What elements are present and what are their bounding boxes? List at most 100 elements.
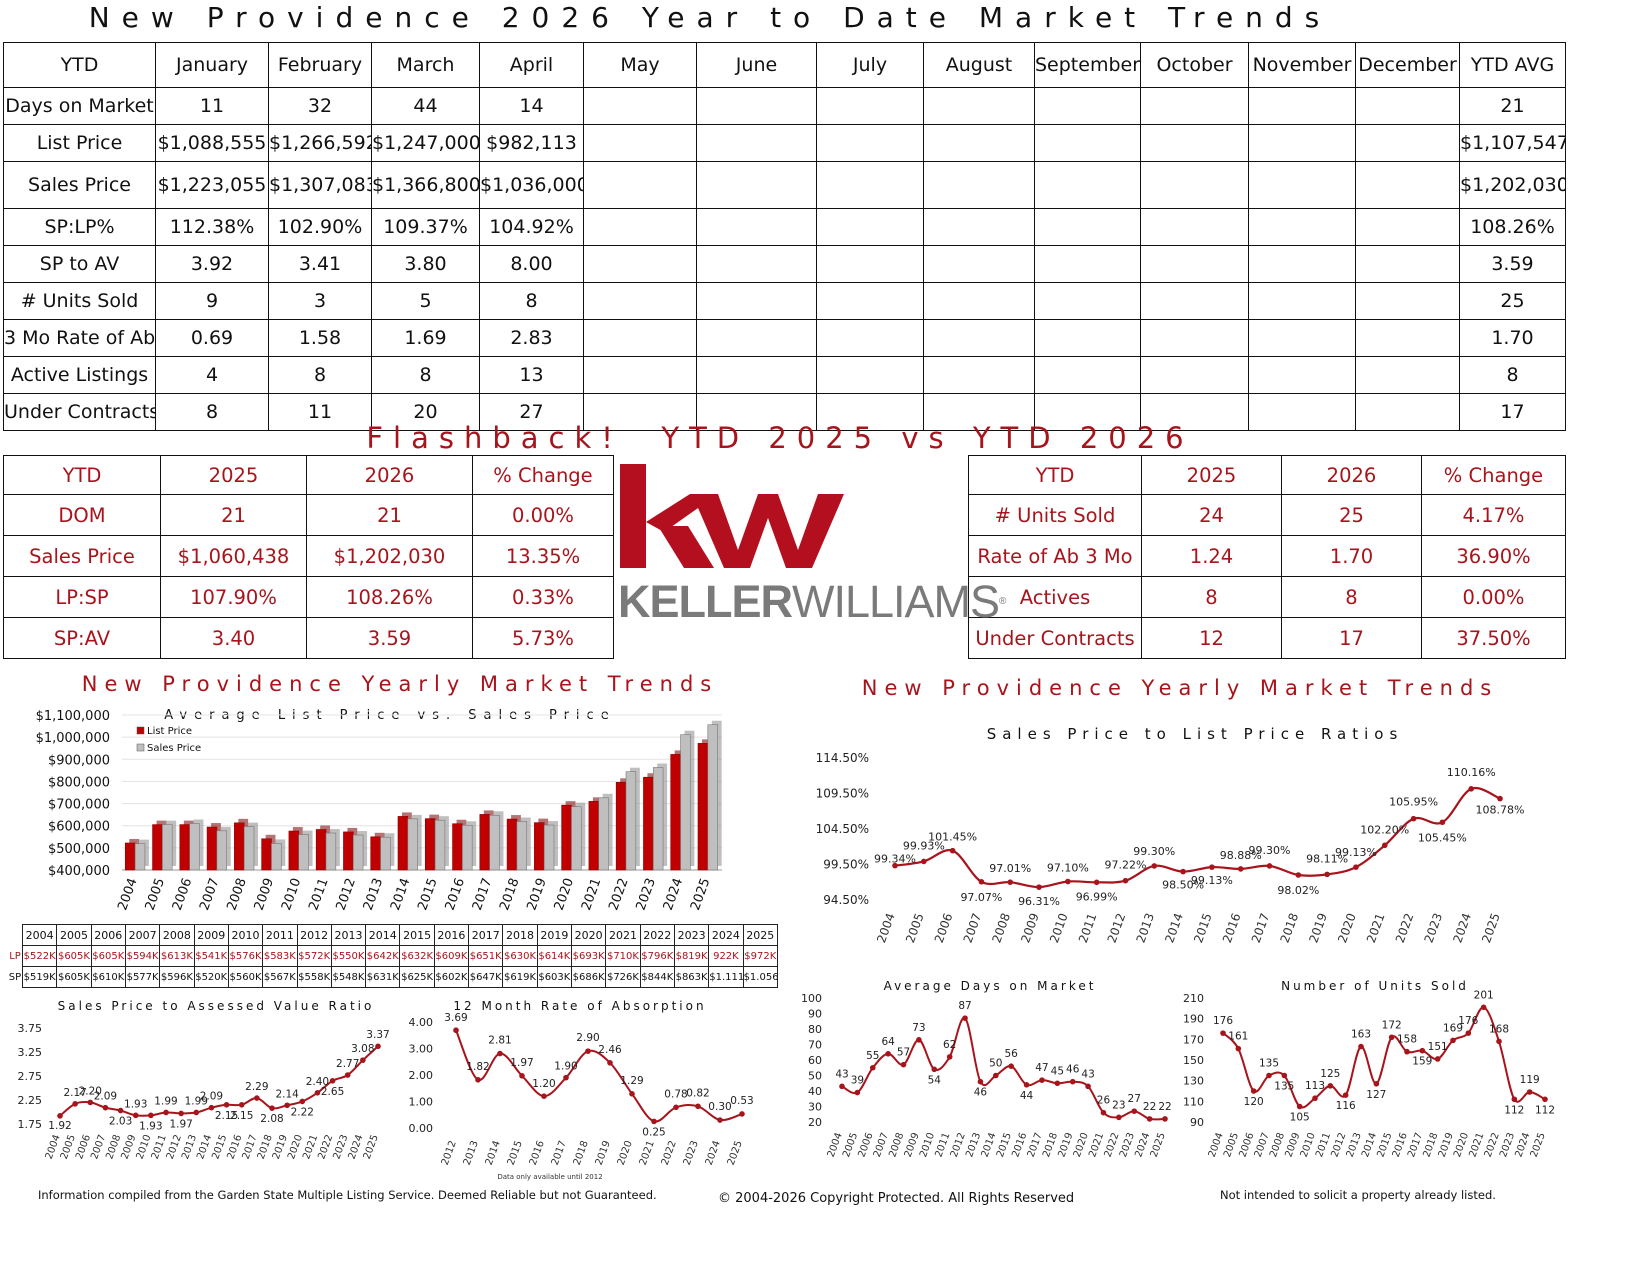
lp-cell: $613K [159,945,195,967]
year-cell: 2020 [570,924,607,946]
data-point [1480,1004,1487,1011]
series-line [59,1045,379,1117]
x-tick-label: 2009 [1018,911,1042,944]
data-point [607,1060,613,1066]
data-point [148,1112,154,1119]
ytd-cell: $1,247,000 [371,124,480,162]
year-cell: 2023 [673,924,710,946]
data-label: 1.93 [139,1120,162,1132]
flashback-cell: 37.50% [1421,617,1566,659]
y-tick-label: 2.00 [409,1069,434,1082]
data-point [946,1054,953,1060]
data-point [1054,1080,1061,1087]
ytd-cell [696,208,817,246]
x-tick-label: 2007 [197,876,222,912]
data-point [375,1043,381,1050]
y-tick-label: 60 [808,1054,822,1067]
bar [124,842,136,871]
flashback-header-cell: 2026 [1281,455,1422,495]
data-point [900,1061,907,1068]
data-label: 172 [1382,1019,1402,1031]
flashback-header-row: YTD 2025 2026% Change [968,455,1566,495]
y-tick-label: $1,000,000 [36,731,110,746]
ytd-cell [1355,393,1460,431]
data-point [1324,871,1330,878]
data-label: 0.82 [686,1087,709,1099]
flashback-cell: 8 [1281,576,1422,618]
x-tick-label: 2024 [661,876,686,912]
ytd-avg-cell: 108.26% [1459,208,1566,246]
sp-cell: $1.056 [742,966,779,988]
x-tick-label: 2013 [462,1139,481,1167]
x-tick-label: 2005 [903,911,927,944]
data-label: 39 [851,1075,864,1087]
x-tick-label: 2022 [660,1139,679,1167]
ytd-row-label: Days on Market [3,87,156,125]
data-point [208,1104,215,1111]
ytd-avg-cell: 21 [1459,87,1566,125]
ytd-cell: 0.69 [155,319,269,357]
ytd-cell: 102.90% [268,208,372,246]
bar [434,819,446,871]
ytd-cell: 1.58 [268,319,372,357]
bar [216,830,228,871]
data-point [1151,863,1158,869]
bar [152,824,163,871]
legend-swatch [136,726,145,735]
ytd-cell [1248,124,1356,162]
bar [234,822,245,871]
data-label: 56 [1005,1048,1019,1060]
ytd-row: # Units Sold 9 3 5 8 25 [3,282,1566,320]
bar [707,724,718,871]
lp-cell: $972K [742,945,779,967]
ytd-cell: 3.80 [371,245,480,283]
ytd-cell: 5 [371,282,480,320]
ytd-cell [1034,245,1141,283]
ytd-cell [583,319,697,357]
data-label: 201 [1474,989,1494,1001]
x-tick-label: 2011 [1076,911,1100,944]
data-point [1209,864,1215,870]
x-tick-label: 2012 [334,876,359,912]
x-tick-label: 2010 [279,876,304,912]
lp-cell: $550K [330,945,367,967]
x-tick-label: 2017 [1249,911,1273,944]
x-tick-label: 2005 [143,876,168,912]
data-label: 105.45% [1418,831,1467,844]
data-label: 176 [1213,1015,1233,1027]
ytd-row: Sales Price $1,223,055 $1,307,083 $1,366,80… [3,161,1566,209]
ytd-cell: $1,036,000 [479,161,584,209]
data-label: 43 [835,1068,848,1080]
bar [189,823,200,871]
data-label: 1.82 [466,1061,489,1073]
ytd-header-cell: June [696,42,817,88]
data-label: 3.69 [444,1012,467,1024]
flashback-row-label: Sales Price [3,535,161,577]
year-cell: 2009 [193,924,229,946]
data-point [921,858,927,865]
year-cell: 2010 [227,924,264,946]
data-point [916,1037,922,1043]
data-label: 0.25 [642,1126,665,1138]
data-point [1007,879,1014,885]
x-tick-label: 2016 [528,1139,547,1167]
ytd-cell [696,356,817,394]
sp-cell: $647K [468,966,504,988]
footer-disclaimer: Information compiled from the Garden Sta… [38,1188,657,1202]
flashback-row: Actives 8 8 0.00% [968,576,1566,618]
keller-williams-logo: KELLERWILLIAMS® [618,460,1006,630]
data-point [1296,1103,1303,1110]
data-label: 99.13% [1335,846,1377,859]
flashback-header-row: YTD 2025 2026% Change [3,455,614,495]
data-label: 96.99% [1076,890,1118,903]
data-label: 43 [1081,1068,1094,1080]
ytd-cell [816,208,924,246]
data-label: 112 [1504,1104,1524,1116]
ytd-cell: 14 [479,87,584,125]
ytd-cell [696,161,817,209]
flashback-cell: 1.24 [1141,535,1282,577]
data-label: 47 [1035,1062,1048,1074]
bar [588,801,600,871]
data-point [739,1111,745,1117]
data-point [87,1099,94,1106]
